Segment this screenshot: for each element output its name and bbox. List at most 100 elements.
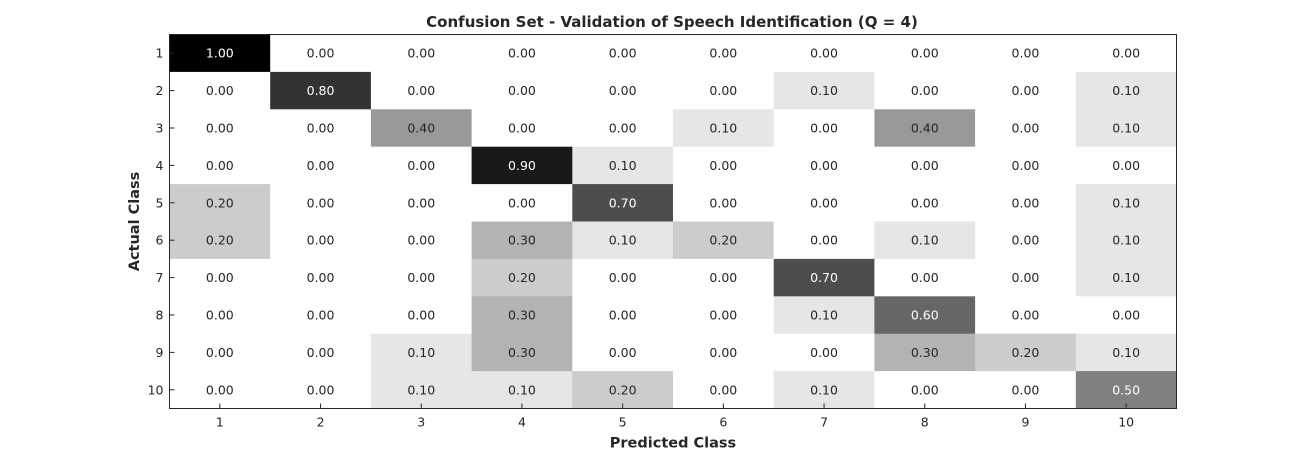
cell-value-r3-c6: 0.10 xyxy=(709,121,737,136)
cell-r1-c7 xyxy=(773,34,875,73)
cell-r6-c5 xyxy=(572,221,674,260)
y-axis-label: Actual Class xyxy=(127,172,143,272)
cell-r1-c5 xyxy=(572,34,674,73)
cell-value-r2-c8: 0.00 xyxy=(911,83,939,98)
cell-r5-c2 xyxy=(270,184,372,222)
cell-r1-c6 xyxy=(673,34,775,73)
cell-r7-c10 xyxy=(1075,258,1177,297)
cell-value-r7-c8: 0.00 xyxy=(911,270,939,285)
cell-r4-c1 xyxy=(169,146,271,185)
cell-r3-c6 xyxy=(673,109,775,148)
cell-value-r7-c3: 0.00 xyxy=(407,270,435,285)
cell-value-r4-c2: 0.00 xyxy=(307,158,335,173)
cell-r9-c9 xyxy=(975,333,1077,372)
cell-value-r2-c7: 0.10 xyxy=(810,83,838,98)
cell-r10-c4 xyxy=(471,371,573,409)
chart-title: Confusion Set - Validation of Speech Ide… xyxy=(426,13,918,31)
cell-r8-c8 xyxy=(874,296,976,335)
cell-value-r9-c7: 0.00 xyxy=(810,345,838,360)
cell-value-r1-c2: 0.00 xyxy=(307,46,335,61)
cell-r4-c10 xyxy=(1075,146,1177,185)
cell-value-r3-c1: 0.00 xyxy=(206,121,234,136)
cell-r6-c9 xyxy=(975,221,1077,260)
x-tick-label-8: 8 xyxy=(921,415,929,430)
cell-value-r2-c1: 0.00 xyxy=(206,83,234,98)
cell-r10-c6 xyxy=(673,371,775,409)
cell-r5-c5 xyxy=(572,184,674,222)
cell-value-r4-c5: 0.10 xyxy=(609,158,637,173)
cell-value-r7-c10: 0.10 xyxy=(1112,270,1140,285)
cell-value-r9-c6: 0.00 xyxy=(709,345,737,360)
cell-r5-c3 xyxy=(370,184,473,222)
cell-value-r1-c8: 0.00 xyxy=(911,46,939,61)
cell-r4-c7 xyxy=(773,146,875,185)
cell-value-r5-c2: 0.00 xyxy=(307,195,335,210)
cell-r7-c3 xyxy=(370,258,473,297)
cell-r4-c6 xyxy=(673,146,775,185)
cell-value-r10-c7: 0.10 xyxy=(810,382,838,397)
cell-r4-c3 xyxy=(370,146,473,185)
x-tick-label-4: 4 xyxy=(518,415,526,430)
cell-value-r6-c8: 0.10 xyxy=(911,233,939,248)
cell-r2-c4 xyxy=(471,71,573,110)
cell-r4-c4 xyxy=(471,146,573,185)
cell-value-r4-c4: 0.90 xyxy=(508,158,536,173)
cell-r10-c2 xyxy=(270,371,372,409)
cell-value-r6-c1: 0.20 xyxy=(206,233,234,248)
cell-value-r6-c4: 0.30 xyxy=(508,233,536,248)
cell-value-r9-c10: 0.10 xyxy=(1112,345,1140,360)
y-tick-label-7: 7 xyxy=(156,270,164,285)
cell-r8-c4 xyxy=(471,296,573,335)
cell-value-r9-c3: 0.10 xyxy=(407,345,435,360)
cell-r10-c3 xyxy=(370,371,473,409)
plot-frame xyxy=(169,34,1177,409)
cell-r6-c3 xyxy=(370,221,473,260)
x-tick-label-5: 5 xyxy=(619,415,627,430)
cell-value-r10-c6: 0.00 xyxy=(709,382,737,397)
x-axis-ticks: 1 2 3 4 5 6 7 8 9 10 xyxy=(216,403,1134,430)
cell-r10-c1 xyxy=(169,371,271,409)
cell-r3-c5 xyxy=(572,109,674,148)
cell-r8-c1 xyxy=(169,296,271,335)
cell-value-r10-c2: 0.00 xyxy=(307,382,335,397)
cell-value-r4-c1: 0.00 xyxy=(206,158,234,173)
cell-value-r9-c5: 0.00 xyxy=(609,345,637,360)
cell-r2-c10 xyxy=(1075,71,1177,110)
cell-r2-c9 xyxy=(975,71,1077,110)
cell-r7-c7 xyxy=(773,258,875,297)
cell-value-r5-c8: 0.00 xyxy=(911,195,939,210)
cell-value-r3-c7: 0.00 xyxy=(810,121,838,136)
cell-r6-c6 xyxy=(673,221,775,260)
cell-value-r9-c4: 0.30 xyxy=(508,345,536,360)
cell-value-r4-c6: 0.00 xyxy=(709,158,737,173)
cell-value-r3-c9: 0.00 xyxy=(1012,121,1040,136)
cell-value-r9-c9: 0.20 xyxy=(1012,345,1040,360)
cell-value-r9-c2: 0.00 xyxy=(307,345,335,360)
cell-r1-c8 xyxy=(874,34,976,73)
cell-r8-c9 xyxy=(975,296,1077,335)
cell-value-r8-c8: 0.60 xyxy=(911,308,939,323)
cell-r7-c6 xyxy=(673,258,775,297)
cell-r9-c7 xyxy=(773,333,875,372)
cell-value-r2-c10: 0.10 xyxy=(1112,83,1140,98)
cell-value-r6-c6: 0.20 xyxy=(709,233,737,248)
cell-r2-c7 xyxy=(773,71,875,110)
cell-value-r7-c2: 0.00 xyxy=(307,270,335,285)
cell-r3-c1 xyxy=(169,109,271,148)
cell-value-r1-c6: 0.00 xyxy=(709,46,737,61)
cell-r6-c4 xyxy=(471,221,573,260)
x-tick-label-7: 7 xyxy=(820,415,828,430)
cell-value-r6-c2: 0.00 xyxy=(307,233,335,248)
cell-value-r4-c3: 0.00 xyxy=(407,158,435,173)
cell-value-r1-c9: 0.00 xyxy=(1012,46,1040,61)
cell-r3-c9 xyxy=(975,109,1077,148)
cell-value-r6-c10: 0.10 xyxy=(1112,233,1140,248)
cell-value-r8-c5: 0.00 xyxy=(609,308,637,323)
cell-r3-c3 xyxy=(370,109,473,148)
cell-value-r8-c9: 0.00 xyxy=(1012,308,1040,323)
cell-value-r2-c4: 0.00 xyxy=(508,83,536,98)
cell-value-r10-c1: 0.00 xyxy=(206,382,234,397)
cell-r8-c6 xyxy=(673,296,775,335)
cell-r9-c6 xyxy=(673,333,775,372)
cell-r6-c1 xyxy=(169,221,271,260)
